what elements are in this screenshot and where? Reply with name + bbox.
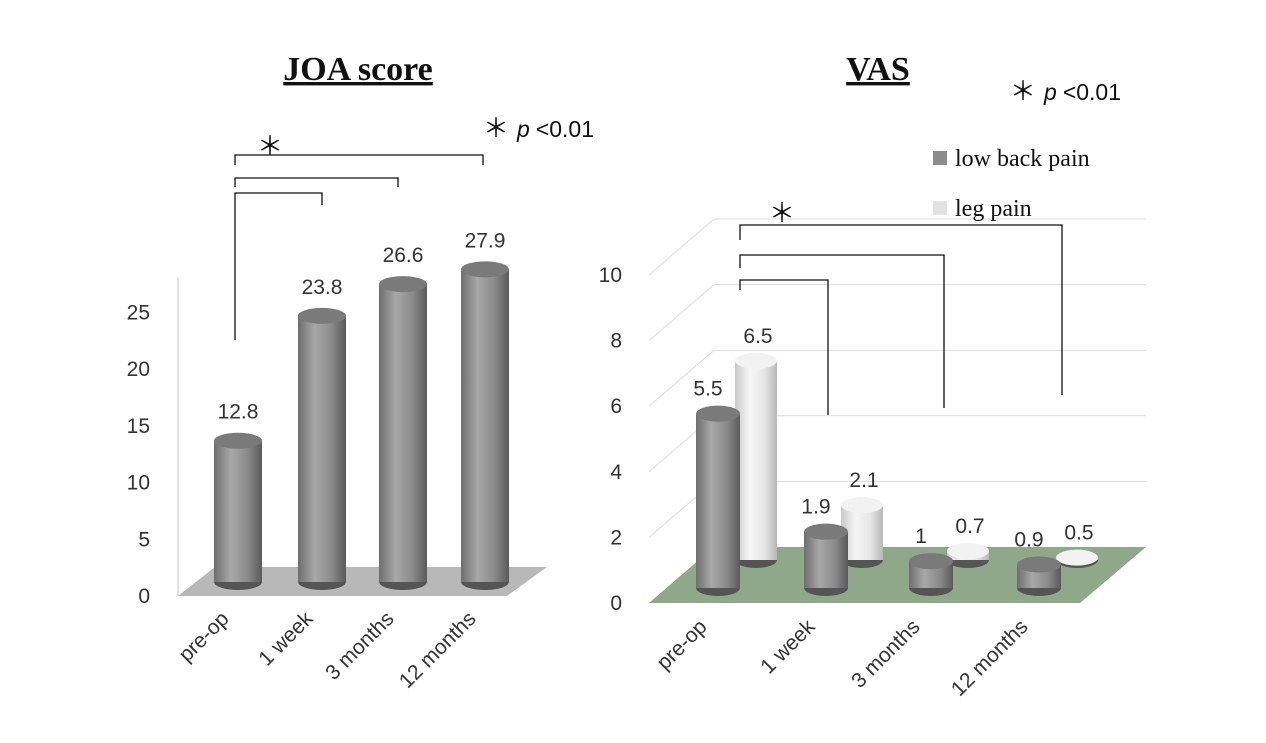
vas-value-label-low-back-pain: 1 [915,525,927,548]
joa-y-tick: 5 [138,528,150,551]
legend-swatch-leg-pain [933,201,947,215]
legend-label-low-back-pain: low back pain [955,146,1090,172]
joa-title: JOA score [283,51,433,88]
vas-y-tick: 0 [610,592,622,615]
vas-bar-low-back-pain-pre-op [696,405,740,596]
vas-significance-star: ＊ [769,199,795,229]
vas-y-tick: 8 [610,330,622,353]
joa-category-12-months: 12 months [395,607,481,693]
vas-y-axis: 0 2 4 6 8 10 [599,264,623,615]
vas-y-tick: 2 [610,526,622,549]
vas-gridlines [648,218,1146,538]
vas-x-axis: pre-op 1 week 3 months 12 months [652,615,1032,701]
joa-value-label: 23.8 [302,276,343,299]
vas-category-12-months: 12 months [947,615,1033,701]
legend-label-leg-pain: leg pain [955,196,1032,222]
joa-bar-1-week [298,307,346,590]
vas-value-label-low-back-pain: 0.9 [1014,528,1043,551]
joa-bar-pre-op [214,432,262,590]
vas-gridline-side [648,218,715,276]
vas-bracket-3-months [739,254,945,408]
joa-y-tick: 25 [127,301,150,324]
joa-p-note: ＊ p <0.01 [483,114,594,144]
joa-bracket-12-months [234,154,484,165]
joa-y-axis: 0 5 10 15 20 25 [127,301,150,608]
vas-data-labels: 6.5 5.5 2.1 1.9 0.7 1 0.5 0.9 [693,325,1093,552]
vas-gridline-side [648,284,715,341]
vas-category-1-week: 1 week [756,615,820,679]
vas-bars [696,352,1098,596]
vas-bracket-1-week [739,279,829,415]
vas-value-label-low-back-pain: 5.5 [693,378,722,401]
vas-title: VAS [846,51,910,88]
vas-category-3-months: 3 months [847,615,924,692]
joa-value-label: 27.9 [465,229,506,252]
vas-legend: low back pain leg pain [933,146,1090,222]
vas-y-tick: 10 [599,264,622,287]
vas-value-label-leg-pain: 6.5 [743,325,772,348]
vas-bar-low-back-pain-3-months [909,553,953,596]
vas-value-label-leg-pain: 2.1 [849,469,878,492]
vas-y-tick: 6 [610,395,622,418]
vas-value-label-leg-pain: 0.7 [955,515,984,538]
vas-bar-leg-pain-3-months [947,543,989,568]
joa-bar-3-months [379,276,427,590]
legend-swatch-low-back-pain [933,151,947,165]
joa-y-tick: 15 [127,415,150,438]
vas-y-tick: 4 [610,461,622,484]
vas-bar-leg-pain-pre-op [735,352,777,568]
vas-p-note: ＊ p <0.01 [1010,77,1121,107]
vas-bar-low-back-pain-12-months [1017,556,1061,596]
joa-value-label: 26.6 [383,244,424,267]
joa-floor [178,567,547,596]
joa-category-pre-op: pre-op [174,607,233,666]
joa-data-labels: 12.8 23.8 26.6 27.9 [218,229,506,423]
joa-category-1-week: 1 week [254,607,318,671]
joa-y-tick: 10 [127,472,150,495]
vas-bar-low-back-pain-1-week [804,523,848,596]
joa-y-tick: 0 [138,585,150,608]
vas-bracket-12-months [739,224,1063,395]
vas-value-label-low-back-pain: 1.9 [801,496,830,519]
vas-bar-leg-pain-12-months [1056,549,1098,568]
joa-bars [214,261,509,590]
vas-gridline-side [648,349,715,407]
vas-value-label-leg-pain: 0.5 [1064,522,1093,545]
vas-category-pre-op: pre-op [652,615,711,674]
joa-bracket-3-months [234,177,399,187]
vas-chart: VAS ＊ p <0.01 0 2 4 6 8 10 ＊ 6.5 5.5 2.1 1.9 0.7 1… [599,51,1146,701]
joa-category-3-months: 3 months [321,607,398,684]
joa-chart: JOA score ＊ p <0.01 ＊ 0 5 10 15 20 25 12.8 23.… [127,51,594,693]
joa-y-tick: 20 [127,358,150,381]
joa-value-label: 12.8 [218,401,259,424]
joa-significance-star: ＊ [257,132,283,162]
joa-bar-12-months [461,261,509,590]
joa-bracket-1-week [234,192,323,340]
